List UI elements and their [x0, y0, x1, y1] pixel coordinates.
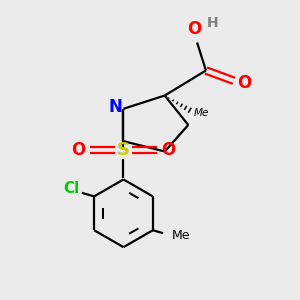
Text: O: O — [238, 74, 252, 92]
Text: N: N — [108, 98, 122, 116]
Text: Me: Me — [193, 108, 209, 118]
Text: O: O — [187, 20, 201, 38]
Text: O: O — [72, 141, 86, 159]
Text: H: H — [206, 16, 218, 30]
Text: O: O — [161, 141, 176, 159]
Text: S: S — [117, 141, 130, 159]
Text: Cl: Cl — [63, 181, 80, 196]
Text: Me: Me — [171, 229, 190, 242]
